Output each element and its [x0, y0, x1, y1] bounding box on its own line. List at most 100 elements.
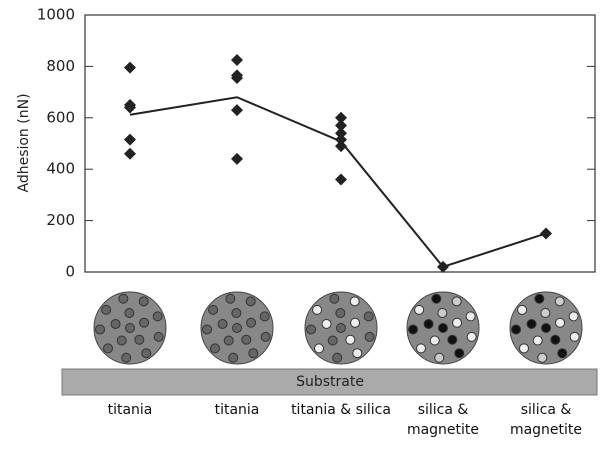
nanoparticle [248, 348, 259, 359]
y-tick-label: 600 [46, 108, 75, 126]
nanoparticle [447, 334, 458, 345]
y-tick-label: 400 [46, 160, 75, 178]
nanoparticle [101, 304, 112, 315]
nanoparticle [423, 318, 434, 329]
data-point [231, 152, 243, 165]
nanoparticle [414, 304, 425, 315]
data-point [231, 53, 243, 66]
nanoparticle [550, 334, 561, 345]
nanoparticle [363, 311, 374, 322]
nanoparticle [306, 324, 317, 335]
nanoparticle [153, 331, 164, 342]
data-point [231, 71, 243, 84]
nanoparticle [452, 317, 463, 328]
category-label: silica & magnetite [406, 402, 480, 438]
nanoparticle [557, 348, 568, 359]
nanoparticle [335, 308, 346, 319]
nanoparticle [208, 304, 219, 315]
y-tick-label: 0 [65, 263, 75, 281]
nanoparticle [518, 343, 529, 354]
nanoparticle [231, 308, 242, 319]
nanoparticle [465, 311, 476, 322]
nanoparticle [125, 323, 135, 333]
nanoparticle [364, 331, 375, 342]
data-point [335, 111, 347, 124]
nanoparticle [223, 335, 234, 346]
data-point [124, 61, 136, 74]
nanoparticle [321, 318, 332, 329]
nanoparticle [241, 334, 252, 345]
nanoparticle [438, 323, 448, 333]
nanoparticle [116, 335, 127, 346]
data-point [335, 140, 347, 153]
y-axis-label: Adhesion (nN) [16, 93, 32, 192]
nanoparticle [102, 343, 113, 354]
nanoparticle [118, 293, 129, 304]
nanoparticle [209, 343, 220, 354]
nanoparticle [537, 352, 548, 363]
nanoparticle [259, 311, 270, 322]
y-tick-label: 800 [46, 57, 75, 75]
nanoparticle [260, 331, 271, 342]
category-label: titania [214, 402, 260, 418]
data-point [540, 227, 552, 240]
nanoparticle [134, 334, 145, 345]
nanoparticle [202, 324, 213, 335]
nanoparticle [437, 308, 448, 319]
data-point [231, 104, 243, 117]
nanoparticle [232, 323, 242, 333]
category-label: titania [107, 402, 153, 418]
y-tick-label: 1000 [37, 6, 75, 24]
nanoparticle [466, 331, 477, 342]
nanoparticle [429, 335, 440, 346]
nanoparticle [138, 296, 149, 307]
data-point [335, 133, 347, 146]
nanoparticle [141, 348, 152, 359]
nanoparticle [312, 304, 323, 315]
nanoparticle [408, 324, 419, 335]
nanoparticle [121, 352, 132, 363]
plot-frame [84, 14, 596, 273]
nanoparticle [532, 335, 543, 346]
nanoparticle [245, 296, 256, 307]
nanoparticle [95, 324, 106, 335]
nanoparticle [541, 323, 551, 333]
nanoparticle [217, 318, 228, 329]
category-label: titania & silica [291, 402, 391, 418]
data-point [124, 101, 136, 114]
nanoparticle [139, 317, 150, 328]
nanoparticle [246, 317, 257, 328]
nanoparticle [228, 352, 239, 363]
data-point [124, 133, 136, 146]
nanoparticle [415, 343, 426, 354]
nanoparticle [540, 308, 551, 319]
data-point [437, 260, 449, 273]
nanoparticle [336, 323, 346, 333]
nanoparticle [124, 308, 135, 319]
data-point [335, 173, 347, 186]
nanoparticle [332, 352, 343, 363]
nanoparticle [225, 293, 236, 304]
nanoparticle [555, 317, 566, 328]
nanoparticle [451, 296, 462, 307]
nanoparticle [517, 304, 528, 315]
nanoparticle [526, 318, 537, 329]
nanoparticle [454, 348, 465, 359]
category-label: silica & magnetite [509, 402, 583, 438]
nanoparticle [313, 343, 324, 354]
substrate [61, 368, 598, 396]
nanoparticle [110, 318, 121, 329]
nanoparticle [350, 317, 361, 328]
data-point [335, 127, 347, 140]
nanoparticle [329, 293, 340, 304]
nanoparticle [568, 311, 579, 322]
y-tick-label: 200 [46, 211, 75, 229]
nanoparticle [152, 311, 163, 322]
data-point [335, 119, 347, 132]
nanoparticle [534, 293, 545, 304]
nanoparticle [345, 334, 356, 345]
nanoparticle [434, 352, 445, 363]
nanoparticle [327, 335, 338, 346]
